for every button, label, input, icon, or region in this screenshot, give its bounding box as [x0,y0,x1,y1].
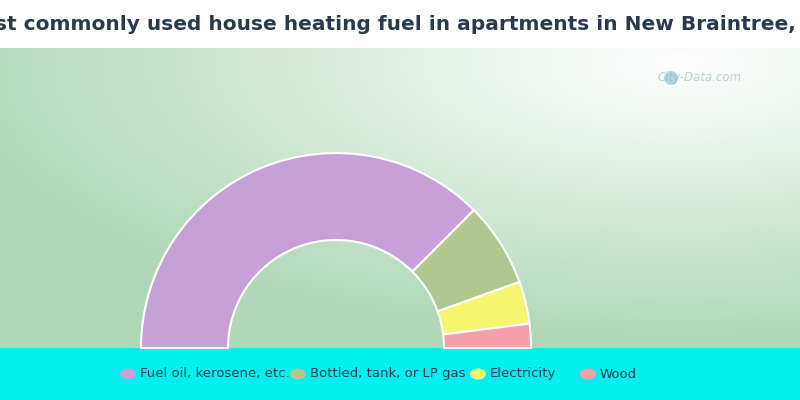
Circle shape [664,71,678,85]
Text: Electricity: Electricity [490,368,556,380]
Ellipse shape [290,368,306,380]
Wedge shape [412,210,519,312]
Text: Fuel oil, kerosene, etc.: Fuel oil, kerosene, etc. [140,368,290,380]
Bar [0,0,800,48]
Wedge shape [438,282,530,334]
Wedge shape [443,324,531,348]
Ellipse shape [120,368,136,380]
Text: Bottled, tank, or LP gas: Bottled, tank, or LP gas [310,368,466,380]
Text: Most commonly used house heating fuel in apartments in New Braintree, MA: Most commonly used house heating fuel in… [0,14,800,34]
Ellipse shape [580,368,596,380]
Ellipse shape [470,368,486,380]
Text: Wood: Wood [600,368,637,380]
Text: City-Data.com: City-Data.com [658,72,742,84]
Wedge shape [141,153,474,348]
